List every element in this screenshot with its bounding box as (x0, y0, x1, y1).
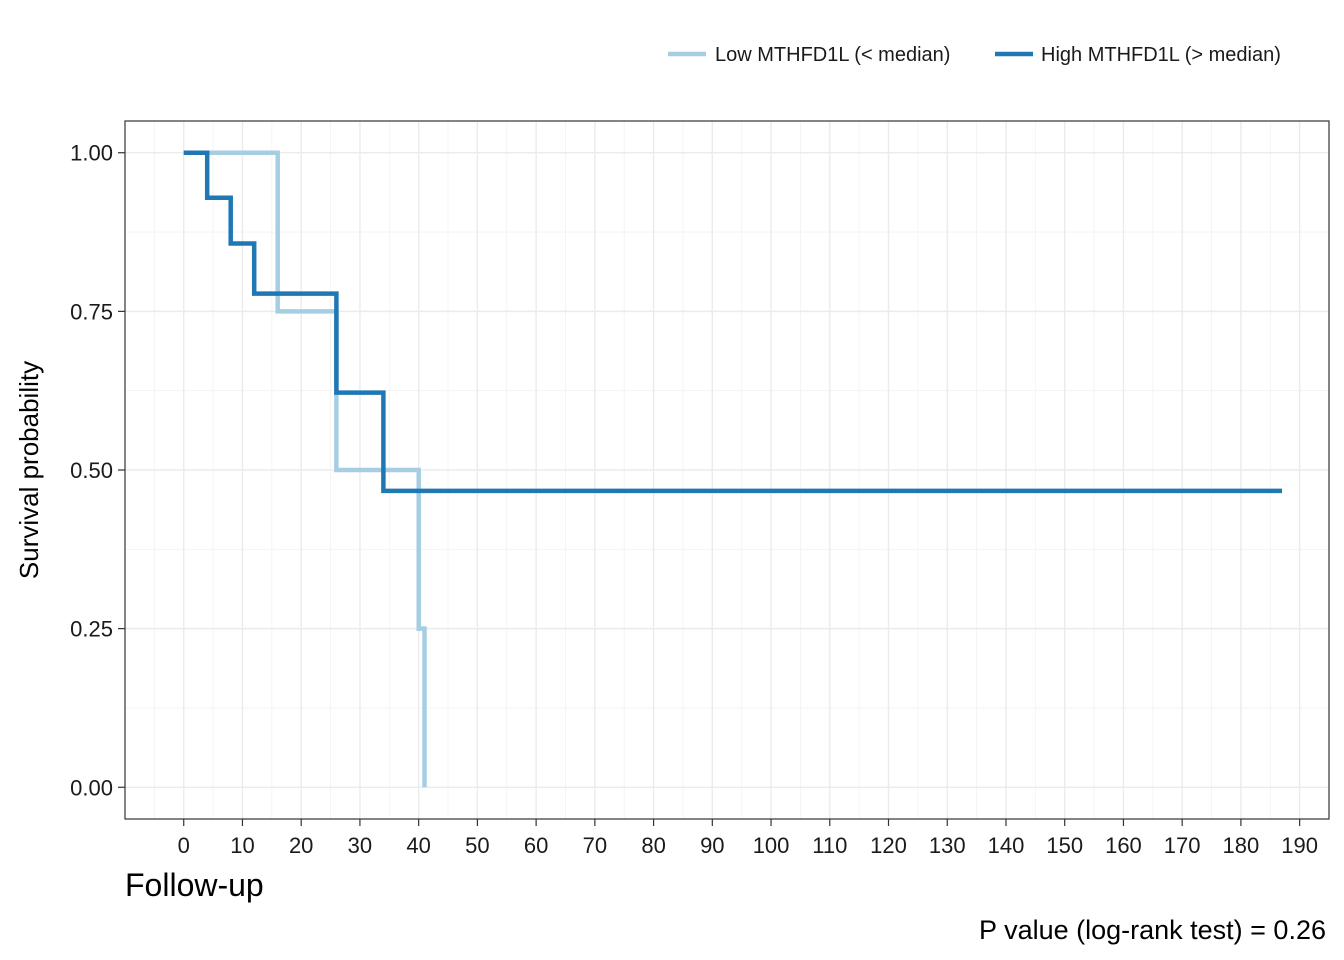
y-tick-label: 1.00 (70, 141, 113, 166)
legend: Low MTHFD1L (< median) High MTHFD1L (> m… (668, 44, 1281, 66)
y-tick-label: 0.75 (70, 299, 113, 324)
x-tick-label: 60 (524, 833, 548, 858)
x-tick-label: 40 (406, 833, 430, 858)
x-tick-label: 100 (753, 833, 790, 858)
x-tick-label: 10 (230, 833, 254, 858)
x-tick-label: 190 (1281, 833, 1318, 858)
y-axis-label: Survival probability (14, 361, 44, 579)
x-tick-label: 50 (465, 833, 489, 858)
y-tick-label: 0.00 (70, 775, 113, 800)
x-tick-label: 120 (870, 833, 907, 858)
x-axis-label: Follow-up (125, 867, 264, 903)
x-tick-label: 140 (988, 833, 1025, 858)
curve-low-mthfd1l (183, 150, 427, 788)
x-tick-label: 30 (348, 833, 372, 858)
p-value-caption: P value (log-rank test) = 0.26 (979, 915, 1326, 945)
x-tick-label: 110 (812, 833, 847, 858)
legend-label-low: Low MTHFD1L (< median) (715, 44, 950, 66)
y-axis: 0.00 0.25 0.50 0.75 1.00 (70, 141, 125, 800)
x-tick-label: 160 (1105, 833, 1142, 858)
x-tick-label: 0 (178, 833, 190, 858)
grid-major (125, 121, 1329, 819)
legend-label-high: High MTHFD1L (> median) (1041, 44, 1281, 66)
x-tick-label: 150 (1046, 833, 1083, 858)
curve-high-mthfd1l (183, 150, 1282, 494)
x-axis: 0 10 20 30 40 50 60 70 80 90 100 110 120 130 140 150 160… (178, 819, 1318, 858)
x-tick-label: 90 (700, 833, 724, 858)
x-tick-label: 180 (1223, 833, 1260, 858)
survival-curves (183, 150, 1282, 788)
y-tick-label: 0.25 (70, 617, 113, 642)
x-tick-label: 170 (1164, 833, 1201, 858)
x-tick-label: 80 (641, 833, 665, 858)
x-tick-label: 70 (583, 833, 607, 858)
y-tick-label: 0.50 (70, 458, 113, 483)
x-tick-label: 20 (289, 833, 313, 858)
x-tick-label: 130 (929, 833, 966, 858)
